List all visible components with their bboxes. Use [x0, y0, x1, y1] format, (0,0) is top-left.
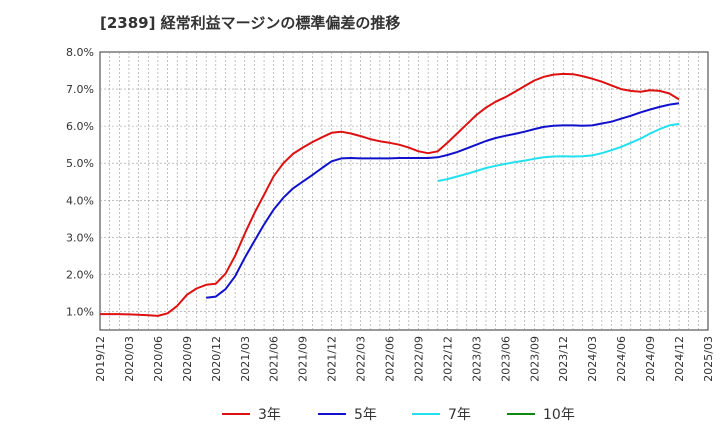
y-tick-label: 1.0%: [66, 305, 94, 318]
legend-label-3: 10年: [543, 407, 575, 423]
y-tick-label: 2.0%: [66, 268, 94, 281]
y-tick-label: 5.0%: [66, 157, 94, 170]
legend-label-1: 5年: [354, 407, 377, 423]
series-line-2: [437, 122, 680, 182]
legend-label-2: 7年: [448, 407, 471, 423]
x-tick-label: 2020/03: [123, 336, 136, 382]
legend-label-0: 3年: [258, 407, 281, 423]
x-tick-label: 2023/12: [557, 336, 570, 382]
x-tick-label: 2019/12: [94, 336, 107, 382]
x-tick-label: 2022/03: [355, 336, 368, 382]
x-tick-label: 2023/06: [499, 336, 512, 382]
series-lines: [100, 72, 680, 317]
x-tick-label: 2024/12: [673, 336, 686, 382]
x-tick-label: 2023/09: [528, 336, 541, 382]
series-line-0: [100, 72, 680, 317]
x-tick-label: 2020/06: [152, 336, 165, 382]
x-tick-label: 2020/09: [181, 336, 194, 382]
y-tick-label: 8.0%: [66, 46, 94, 59]
y-tick-label: 6.0%: [66, 120, 94, 133]
x-tick-label: 2025/03: [702, 336, 715, 382]
x-tick-label: 2024/06: [615, 336, 628, 382]
y-tick-label: 7.0%: [66, 83, 94, 96]
x-tick-label: 2021/12: [326, 336, 339, 382]
x-tick-label: 2021/03: [239, 336, 252, 382]
x-tick-label: 2024/03: [586, 336, 599, 382]
axis-ticks: 2019/12 2020/03 2020/06 2020/09 2020/12 2021/…: [66, 46, 715, 382]
x-tick-label: 2021/09: [297, 336, 310, 382]
x-tick-label: 2022/12: [441, 336, 454, 382]
x-tick-label: 2021/06: [268, 336, 281, 382]
x-tick-label: 2022/09: [412, 336, 425, 382]
x-tick-label: 2022/06: [384, 336, 397, 382]
legend: 3年 5年 7年 10年: [222, 407, 575, 423]
series-line-1: [206, 102, 680, 299]
x-tick-label: 2020/12: [210, 336, 223, 382]
chart-title: [2389] 経常利益マージンの標準偏差の推移: [100, 14, 401, 32]
y-tick-label: 3.0%: [66, 231, 94, 244]
x-tick-label: 2023/03: [470, 336, 483, 382]
grid-lines: [100, 52, 708, 330]
plot-area: [99, 51, 709, 331]
y-tick-label: 4.0%: [66, 194, 94, 207]
x-tick-label: 2024/09: [644, 336, 657, 382]
